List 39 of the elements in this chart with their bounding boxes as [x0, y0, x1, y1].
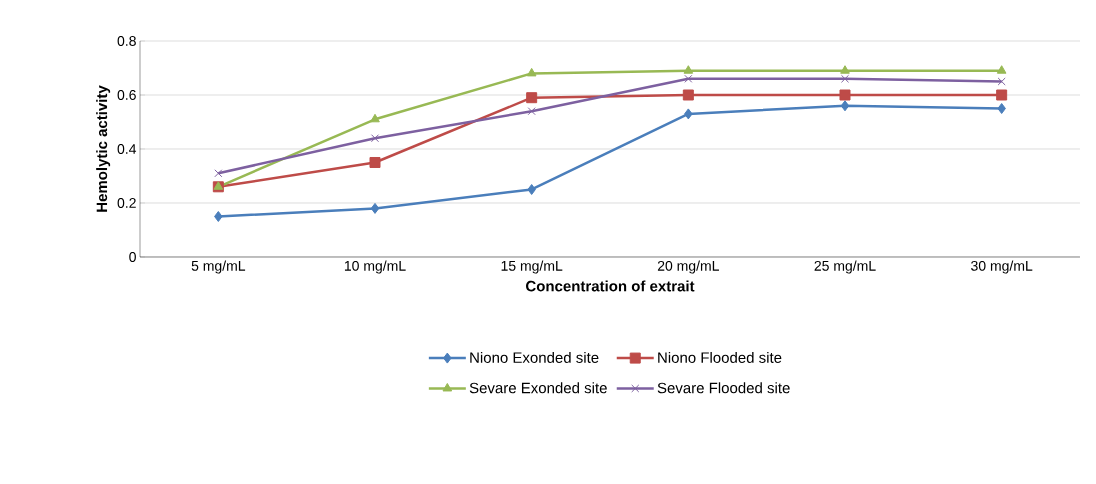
point: [526, 92, 538, 104]
point: [840, 100, 850, 112]
x-tick-label: 20 mg/mL: [657, 260, 719, 274]
point: [682, 89, 694, 101]
legend-label: Niono Flooded site: [658, 351, 782, 363]
point: [839, 89, 851, 101]
point: [684, 108, 693, 120]
point: [369, 157, 381, 168]
point: [997, 77, 1006, 86]
point: [214, 169, 223, 178]
legend-label: Sevare Exonded site: [469, 382, 607, 394]
x-tick-label: 5 mg/mL: [191, 260, 246, 274]
x-tick-label: 25 mg/mL: [814, 260, 876, 274]
x-tick-label: 15 mg/mL: [501, 260, 563, 274]
legend-label: Sevare Flooded site: [657, 382, 790, 394]
point: [370, 113, 380, 123]
y-axis-title: Hemolytic activity: [96, 85, 111, 212]
point: [214, 211, 223, 222]
legend-label: Niono Exonded site: [470, 351, 599, 363]
point: [996, 89, 1008, 101]
point: [683, 65, 694, 74]
y-tick-label: 0.8: [117, 36, 136, 46]
y-tick-label: 0.2: [117, 198, 136, 208]
point: [684, 74, 693, 83]
point: [370, 134, 380, 143]
x-tick-label: 30 mg/mL: [971, 260, 1033, 274]
point: [840, 65, 850, 74]
x-tick-label: 10 mg/mL: [344, 260, 406, 274]
y-tick-label: 0: [129, 252, 136, 262]
point: [996, 65, 1007, 74]
x-axis-title: Concentration of extrait: [526, 280, 695, 292]
y-tick-label: 0.4: [117, 144, 137, 154]
point: [527, 107, 536, 116]
point: [370, 202, 380, 214]
point: [527, 184, 536, 195]
y-tick-label: 0.6: [117, 90, 136, 100]
point: [840, 74, 850, 83]
point: [997, 103, 1006, 114]
point: [526, 67, 537, 77]
